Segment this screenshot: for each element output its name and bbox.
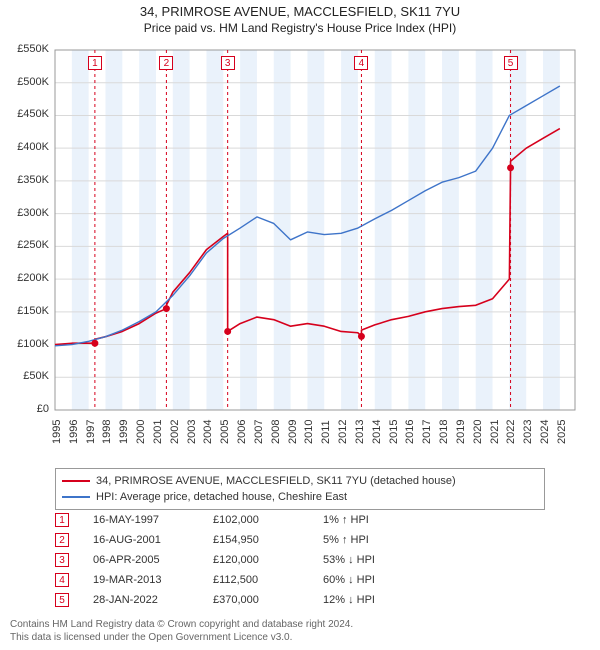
x-tick-label: 2007 xyxy=(253,420,265,444)
x-tick-label: 2022 xyxy=(505,420,517,444)
sale-marker-box: 1 xyxy=(88,56,102,70)
x-tick-label: 2009 xyxy=(287,420,299,444)
sales-row: 5 28-JAN-2022£370,00012% ↓ HPI xyxy=(55,590,545,610)
x-tick-label: 2008 xyxy=(270,420,282,444)
y-tick-label: £300K xyxy=(0,207,49,219)
footer: Contains HM Land Registry data © Crown c… xyxy=(10,618,353,644)
x-tick-label: 2017 xyxy=(421,420,433,444)
chart-subtitle: Price paid vs. HM Land Registry's House … xyxy=(0,21,600,35)
x-tick-label: 2002 xyxy=(169,420,181,444)
sales-row-delta: 60% ↓ HPI xyxy=(323,574,545,586)
legend-label: 34, PRIMROSE AVENUE, MACCLESFIELD, SK11 … xyxy=(96,475,456,487)
x-tick-label: 1998 xyxy=(101,420,113,444)
sales-row-price: £112,500 xyxy=(213,574,323,586)
sale-marker-box: 2 xyxy=(159,56,173,70)
x-tick-label: 2006 xyxy=(236,420,248,444)
sales-row: 1 16-MAY-1997£102,0001% ↑ HPI xyxy=(55,510,545,530)
sale-marker-box: 3 xyxy=(221,56,235,70)
y-tick-label: £400K xyxy=(0,141,49,153)
y-tick-label: £350K xyxy=(0,174,49,186)
sales-row: 2 16-AUG-2001£154,9505% ↑ HPI xyxy=(55,530,545,550)
sales-row-number: 4 xyxy=(55,573,69,587)
sales-row-price: £154,950 xyxy=(213,534,323,546)
legend-item: 34, PRIMROSE AVENUE, MACCLESFIELD, SK11 … xyxy=(62,473,538,489)
footer-line: This data is licensed under the Open Gov… xyxy=(10,631,353,644)
x-tick-label: 2015 xyxy=(388,420,400,444)
x-tick-label: 2016 xyxy=(404,420,416,444)
chart-titles: 34, PRIMROSE AVENUE, MACCLESFIELD, SK11 … xyxy=(0,0,600,35)
sales-row-delta: 12% ↓ HPI xyxy=(323,594,545,606)
sales-row-number: 2 xyxy=(55,533,69,547)
x-tick-label: 1999 xyxy=(118,420,130,444)
sales-row-date: 28-JAN-2022 xyxy=(93,594,213,606)
sales-row-number: 1 xyxy=(55,513,69,527)
y-tick-label: £250K xyxy=(0,239,49,251)
x-tick-label: 2014 xyxy=(371,420,383,444)
x-tick-label: 1995 xyxy=(51,420,63,444)
x-tick-label: 2004 xyxy=(202,420,214,444)
x-tick-label: 2025 xyxy=(556,420,568,444)
x-tick-label: 2012 xyxy=(337,420,349,444)
page: 34, PRIMROSE AVENUE, MACCLESFIELD, SK11 … xyxy=(0,0,600,650)
sale-marker-box: 5 xyxy=(504,56,518,70)
y-tick-label: £150K xyxy=(0,305,49,317)
x-tick-label: 2001 xyxy=(152,420,164,444)
sales-row-delta: 53% ↓ HPI xyxy=(323,554,545,566)
sales-row-price: £120,000 xyxy=(213,554,323,566)
sales-row-number: 5 xyxy=(55,593,69,607)
sales-row-date: 06-APR-2005 xyxy=(93,554,213,566)
legend-item: HPI: Average price, detached house, Ches… xyxy=(62,489,538,505)
x-tick-label: 2020 xyxy=(472,420,484,444)
sales-row: 4 19-MAR-2013£112,50060% ↓ HPI xyxy=(55,570,545,590)
legend-label: HPI: Average price, detached house, Ches… xyxy=(96,491,347,503)
sales-table: 1 16-MAY-1997£102,0001% ↑ HPI 2 16-AUG-2001… xyxy=(55,510,545,610)
y-tick-label: £0 xyxy=(0,403,49,415)
y-tick-label: £550K xyxy=(0,43,49,55)
sales-row-date: 16-AUG-2001 xyxy=(93,534,213,546)
x-tick-label: 1996 xyxy=(68,420,80,444)
sales-row-number: 3 xyxy=(55,553,69,567)
chart-title: 34, PRIMROSE AVENUE, MACCLESFIELD, SK11 … xyxy=(0,4,600,19)
x-tick-label: 2023 xyxy=(522,420,534,444)
x-tick-label: 2024 xyxy=(539,420,551,444)
x-tick-label: 1997 xyxy=(85,420,97,444)
sales-row-date: 19-MAR-2013 xyxy=(93,574,213,586)
x-tick-label: 2005 xyxy=(219,420,231,444)
sales-row-price: £370,000 xyxy=(213,594,323,606)
y-tick-label: £500K xyxy=(0,76,49,88)
chart: £0 £50K £100K £150K £200K £250K £300K £350K £400… xyxy=(0,40,600,460)
x-tick-label: 2018 xyxy=(438,420,450,444)
x-tick-label: 2010 xyxy=(303,420,315,444)
sale-marker-box: 4 xyxy=(354,56,368,70)
chart-svg xyxy=(0,40,600,460)
sales-row: 3 06-APR-2005£120,00053% ↓ HPI xyxy=(55,550,545,570)
sales-row-date: 16-MAY-1997 xyxy=(93,514,213,526)
legend-swatch xyxy=(62,480,90,482)
legend: 34, PRIMROSE AVENUE, MACCLESFIELD, SK11 … xyxy=(55,468,545,510)
sales-row-delta: 1% ↑ HPI xyxy=(323,514,545,526)
x-tick-label: 2003 xyxy=(186,420,198,444)
y-tick-label: £100K xyxy=(0,338,49,350)
x-tick-label: 2013 xyxy=(354,420,366,444)
x-tick-label: 2011 xyxy=(320,420,332,444)
legend-swatch xyxy=(62,496,90,498)
x-tick-label: 2019 xyxy=(455,420,467,444)
x-tick-label: 2000 xyxy=(135,420,147,444)
sales-row-price: £102,000 xyxy=(213,514,323,526)
footer-line: Contains HM Land Registry data © Crown c… xyxy=(10,618,353,631)
y-tick-label: £50K xyxy=(0,370,49,382)
sales-row-delta: 5% ↑ HPI xyxy=(323,534,545,546)
y-tick-label: £450K xyxy=(0,108,49,120)
x-tick-label: 2021 xyxy=(489,420,501,444)
y-tick-label: £200K xyxy=(0,272,49,284)
